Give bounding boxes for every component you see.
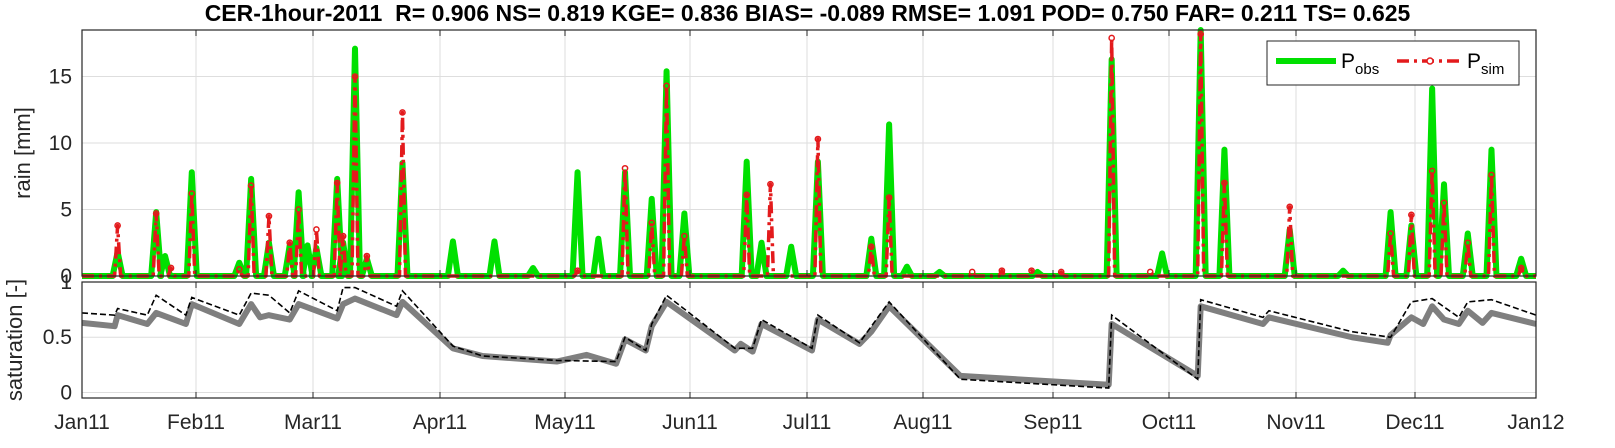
rain-sim-marker [188,190,196,197]
legend-obs-label: Pobs [1341,50,1379,78]
x-tick-label: Apr11 [413,411,467,434]
x-tick-label: Nov11 [1266,411,1325,434]
rain-sim-marker [743,191,751,199]
rain-sim-marker [885,194,893,201]
rain-y-tick-label: 15 [49,66,72,89]
x-tick-label: Jul11 [783,411,832,434]
saturation-y-tick-label: 0.5 [43,326,72,349]
x-tick-label: Sep11 [1023,411,1082,434]
saturation-y-tick-label: 1 [60,271,72,294]
saturation-sim-line [81,286,1537,389]
saturation-y-axis-label: saturation [-] [2,279,27,401]
rain-sim-marker [1057,268,1065,276]
rain-sim-marker [648,219,656,227]
rain-sim-marker [152,210,160,217]
rain-sim-marker [1428,167,1436,175]
rain-sim-marker [1488,171,1495,179]
rain-sim-marker [399,109,406,116]
rain-sim-marker [968,268,976,276]
x-tick-label: Jun11 [662,411,718,434]
rain-sim-marker [247,182,255,189]
rain-y-tick-label: 10 [49,132,72,155]
rain-sim-marker [333,179,341,187]
rain-sim-marker [681,232,688,240]
rain-sim-marker [1028,267,1035,275]
rain-sim-line [82,32,1536,278]
rain-sim-marker [1440,199,1448,207]
x-tick-label: Aug11 [893,411,952,434]
rain-sim-marker [1464,239,1472,247]
chart-title: CER-1hour-2011 R= 0.906 NS= 0.819 KGE= 0… [204,0,1411,26]
rain-sim-marker [295,206,302,213]
legend-sim-label: Psim [1467,50,1504,78]
saturation-y-tick-label: 0 [60,381,72,404]
rain-sim-marker [167,264,175,272]
rain-sim-marker [814,135,822,143]
rain-sim-marker [235,266,243,273]
rain-sim-marker [313,226,320,233]
tick-labels: 0 5 10 15 0 0.5 1 Jan11 Feb11 Mar11 Apr11 May11 Jun1… [43,66,1565,434]
rain-y-axis-label: rain [mm] [10,107,35,199]
saturation-series [81,286,1537,389]
rain-sim-marker [339,232,347,240]
rain-sim-marker [1387,230,1394,237]
legend: Pobs Psim [1266,40,1520,86]
rain-sim-marker [574,267,581,275]
rain-sim-marker [351,73,359,80]
rain-sim-marker [767,180,774,188]
rain-sim-marker [265,212,273,220]
rain-sim-marker [1108,34,1116,42]
rain-sim-marker [1197,30,1205,38]
rain-sim-marker [998,267,1006,275]
x-tick-label: Jan11 [54,411,110,434]
rain-sim-marker [1221,179,1228,187]
rain-sim-marker [114,222,121,229]
rain-sim-marker [363,252,371,260]
x-tick-label: May11 [534,411,595,434]
x-tick-label: Feb11 [167,411,225,434]
rain-sim-marker [1408,211,1415,219]
x-tick-label: Jan12 [1507,411,1564,434]
rain-series [82,27,1536,279]
rain-sim-marker [1146,268,1154,276]
saturation-grid [81,281,1537,398]
x-tick-label: Mar11 [284,411,342,434]
rain-sim-marker [621,164,629,172]
rain-sim-marker [663,82,670,90]
x-tick-label: Dec11 [1385,411,1444,434]
saturation-obs-line [81,295,1537,388]
axes [81,29,1537,399]
saturation-axes-box [81,281,1537,399]
rain-sim-marker [286,239,294,247]
legend-sim-marker [1426,57,1434,65]
rain-axes-box [81,29,1537,277]
rain-y-tick-label: 0 [60,265,72,288]
rain-sim-marker [1286,203,1294,211]
rain-sim-marker [867,243,875,251]
x-tick-label: Oct11 [1142,411,1196,434]
rain-sim-marker [1517,264,1525,272]
rain-y-tick-label: 5 [60,199,72,222]
